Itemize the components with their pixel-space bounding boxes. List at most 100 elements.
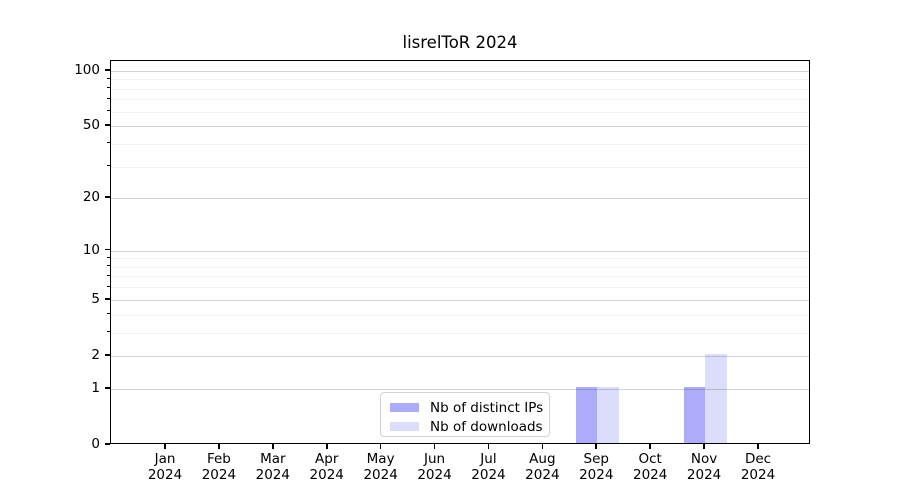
minor-gridline: [111, 287, 809, 289]
x-tick-mark: [757, 444, 759, 449]
x-tick-label-year: 2024: [255, 467, 290, 483]
y-tick-mark: [105, 124, 110, 126]
x-tick-label: Jul 2024: [453, 451, 523, 483]
y-minor-tick-mark: [107, 97, 110, 99]
major-gridline: [111, 198, 809, 200]
y-tick-label: 0: [91, 436, 100, 452]
x-tick-label-month: Nov: [690, 451, 718, 467]
x-tick-mark: [433, 444, 436, 449]
x-tick-label-year: 2024: [632, 467, 668, 483]
y-tick-label: 2: [91, 346, 100, 363]
y-tick-label: 100: [74, 61, 100, 78]
bars-layer: [111, 61, 809, 443]
x-tick-label: Feb 2024: [184, 451, 254, 483]
minor-gridline: [111, 88, 809, 90]
bar-nov-series1: [705, 353, 727, 443]
minor-gridline: [111, 166, 809, 168]
x-tick-label: Nov 2024: [669, 451, 739, 483]
x-tick-mark: [325, 444, 328, 449]
x-tick-label-year: 2024: [525, 467, 560, 483]
y-tick-mark: [105, 387, 110, 389]
x-tick-mark: [703, 444, 705, 449]
x-tick-label-month: Feb: [206, 451, 231, 467]
y-tick-mark: [105, 196, 110, 198]
y-tick-mark: [105, 297, 110, 300]
y-minor-tick-mark: [107, 256, 110, 258]
chart-title: lisrelToR 2024: [402, 33, 518, 52]
x-tick-label: Apr 2024: [292, 451, 362, 483]
bar-nov-series0: [683, 386, 706, 443]
x-tick-mark: [164, 444, 166, 449]
bar-sep-series1: [597, 386, 619, 443]
minor-gridline: [111, 79, 809, 81]
legend-label: Nb of distinct IPs: [430, 399, 544, 416]
x-tick-label-month: May: [366, 451, 395, 467]
y-minor-tick-mark: [107, 77, 110, 79]
x-tick-label-month: Sep: [583, 451, 609, 467]
x-tick-mark: [541, 444, 544, 449]
x-tick-label-year: 2024: [201, 467, 237, 483]
y-tick-label: 50: [82, 117, 100, 134]
plot-area: Nb of distinct IPs Nb of downloads: [110, 60, 810, 444]
y-minor-tick-mark: [107, 87, 110, 89]
x-tick-label: Jun 2024: [400, 451, 470, 483]
x-tick-label-year: 2024: [686, 467, 722, 483]
x-tick-label-month: Mar: [260, 451, 286, 467]
y-tick-label: 1: [91, 379, 100, 396]
y-tick-label: 5: [91, 290, 100, 307]
major-gridline: [111, 250, 809, 252]
x-tick-label-month: Dec: [744, 451, 772, 467]
x-tick-label-month: Jul: [480, 451, 497, 467]
x-tick-label: Sep 2024: [561, 451, 631, 483]
y-minor-tick-mark: [107, 274, 110, 276]
x-tick-mark: [595, 444, 598, 449]
y-tick-label: 20: [82, 189, 100, 206]
major-gridline: [111, 126, 809, 128]
y-minor-tick-mark: [107, 285, 110, 287]
x-tick-label-month: Aug: [529, 451, 556, 467]
y-minor-tick-mark: [107, 165, 110, 167]
x-tick-mark: [649, 444, 651, 449]
x-tick-mark: [487, 444, 490, 449]
x-tick-label: Dec 2024: [723, 451, 793, 483]
major-gridline: [111, 355, 809, 357]
y-minor-tick-mark: [107, 265, 110, 267]
y-tick-label: 10: [82, 241, 100, 258]
y-tick-mark: [105, 354, 110, 356]
y-tick-mark: [105, 248, 110, 251]
y-minor-tick-mark: [107, 142, 110, 144]
x-tick-label-year: 2024: [471, 467, 506, 483]
x-tick-mark: [272, 444, 274, 449]
y-tick-mark: [105, 69, 110, 71]
x-tick-label-year: 2024: [363, 467, 398, 483]
x-tick-label: Mar 2024: [238, 451, 308, 483]
x-tick-label-month: Jan: [154, 451, 176, 467]
major-gridline: [111, 299, 809, 301]
y-tick-mark: [105, 443, 110, 445]
x-tick-label-month: Oct: [638, 451, 662, 467]
minor-gridline: [111, 314, 809, 316]
y-minor-tick-mark: [107, 331, 110, 333]
x-tick-label: Oct 2024: [615, 451, 685, 483]
x-tick-label: Jan 2024: [130, 451, 200, 483]
x-tick-label: May 2024: [346, 451, 416, 483]
minor-gridline: [111, 99, 809, 101]
y-minor-tick-mark: [107, 313, 110, 314]
major-gridline: [111, 388, 809, 390]
x-tick-label-year: 2024: [417, 467, 452, 483]
legend-label: Nb of downloads: [430, 418, 543, 435]
x-tick-mark: [218, 444, 220, 449]
x-tick-label-month: Apr: [315, 451, 339, 467]
major-gridline: [111, 70, 809, 72]
x-tick-label-year: 2024: [147, 467, 183, 483]
x-tick-label: Aug 2024: [507, 451, 577, 483]
legend-swatch: [390, 421, 419, 432]
grid-layer: [111, 61, 809, 443]
y-minor-tick-mark: [107, 110, 110, 112]
minor-gridline: [111, 143, 809, 145]
minor-gridline: [111, 276, 809, 278]
minor-gridline: [111, 266, 809, 268]
legend-swatch: [390, 402, 419, 413]
minor-gridline: [111, 258, 809, 260]
x-tick-label-year: 2024: [740, 467, 776, 483]
